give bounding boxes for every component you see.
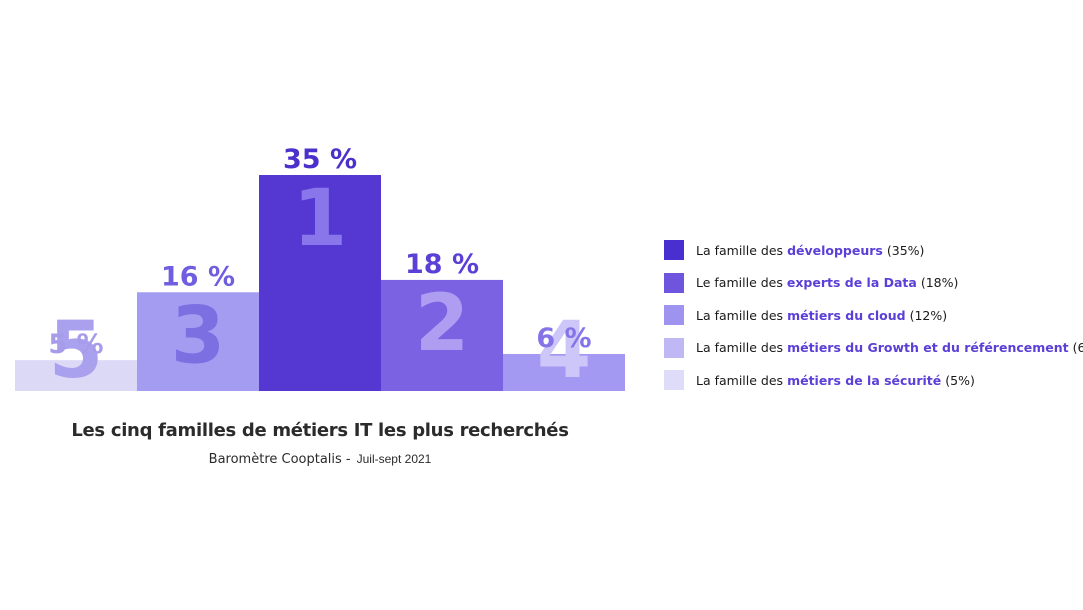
bar-rank-number: 3 [171,291,225,381]
bar-value-label: 18 % [405,249,479,280]
legend-swatch [664,240,684,260]
bar-value-label: 6 % [536,323,591,354]
legend-item-growth: La famille des métiers du Growth et du ré… [664,337,1083,358]
bar-rank-2 [381,279,503,391]
bar-rank-number: 1 [293,174,347,264]
bar-value-label: 16 % [161,261,235,292]
legend-highlight: experts de la Data [786,275,917,290]
legend-swatch [664,272,684,293]
bar-group-rank-5: 55 % [15,306,137,396]
bar-group-rank-3: 316 % [137,261,259,391]
legend-suffix: (5%) [945,372,975,388]
legend-item-data: Le famille des experts de la Data (18%) [664,272,1083,293]
legend-highlight: développeurs [787,242,883,258]
legend-swatch [664,337,684,358]
bar-rank-4 [503,353,625,391]
legend-suffix: (35%) [886,242,925,258]
legend-suffix: (6%) [1072,340,1083,355]
legend-prefix: La famille des [696,242,784,258]
legend-item-cloud: La famille des métiers du cloud (12%) [664,305,1083,325]
bar-rank-5 [15,360,137,391]
chart-subtitle: Baromètre Cooptalis - Juil-sept 2021 [0,452,640,467]
legend-highlight: métiers du Growth et du référencement [787,340,1069,355]
legend-highlight: métiers de la sécurité [787,372,942,388]
bar-group-rank-1: 135 % [259,144,381,391]
legend-prefix: La famille des [696,340,784,355]
bar-group-rank-4: 46 % [503,306,625,396]
bar-group-rank-2: 218 % [381,249,503,391]
legend-prefix: La famille des [696,372,784,388]
legend-highlight: métiers du cloud [787,307,906,323]
legend-prefix: La famille des [696,307,784,323]
podium-bar-chart: 55 % 316 %135 %218 %46 % [15,144,625,396]
legend-swatch [664,305,684,325]
chart-subtitle-date: Juil-sept 2021 [356,452,432,466]
chart-subtitle-source: Baromètre Cooptalis - [208,452,351,467]
bar-value-label: 35 % [283,144,357,175]
legend-prefix: Le famille des [696,275,783,290]
chart-title: Les cinq familles de métiers IT les plus… [71,420,569,441]
legend: La famille des développeurs (35%) Le famil… [664,240,1083,403]
bar-rank-number: 5 [49,306,103,396]
bar-rank-3 [137,292,259,391]
bar-rank-number: 4 [537,306,591,396]
legend-item-securite: La famille des métiers de la sécurité (5%) [664,370,1083,390]
bar-rank-number: 2 [415,279,469,369]
bar-rank-1 [259,175,381,391]
legend-suffix: (12%) [909,307,948,323]
legend-swatch [664,370,684,390]
legend-item-developpeurs: La famille des développeurs (35%) [664,240,1083,260]
legend-suffix: (18%) [920,275,959,290]
bar-value-label: 5 % [48,329,103,360]
